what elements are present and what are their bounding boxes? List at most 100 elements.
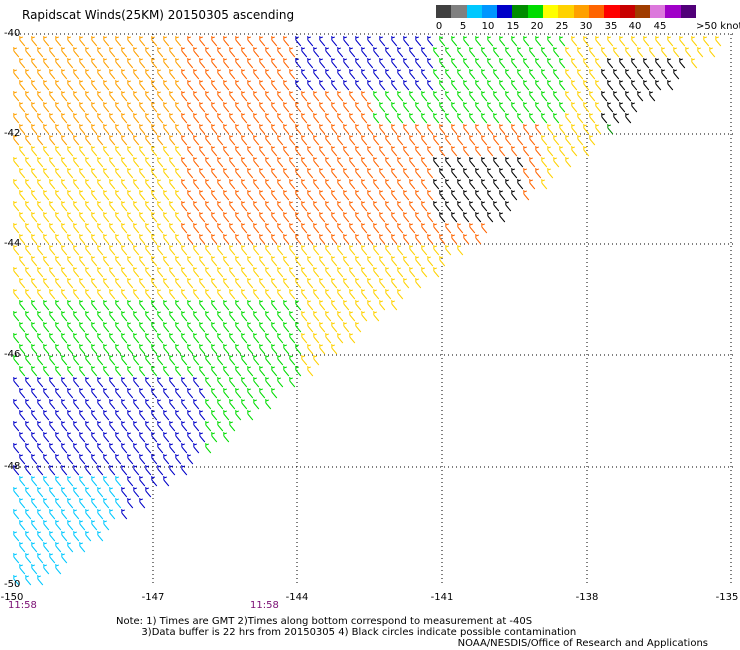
wind-barb (61, 157, 68, 168)
wind-barb (463, 102, 470, 113)
wind-barb (409, 223, 416, 234)
scale-swatch (481, 5, 498, 18)
wind-barb (463, 124, 470, 135)
wind-barb (43, 322, 50, 333)
wind-barb (79, 146, 86, 157)
wind-barb (565, 157, 572, 168)
wind-barb (91, 388, 98, 399)
wind-barb (151, 168, 158, 179)
wind-barb (247, 212, 254, 223)
wind-barb (229, 289, 236, 300)
wind-barb (331, 80, 338, 91)
wind-barb (67, 322, 74, 333)
wind-barb (295, 234, 302, 245)
wind-barb (283, 322, 290, 333)
wind-barb (121, 113, 128, 124)
wind-barb (151, 190, 158, 201)
wind-barb (409, 113, 416, 124)
wind-barb (289, 157, 296, 168)
wind-barb (13, 267, 20, 278)
wind-barb (235, 168, 242, 179)
wind-barb (79, 388, 86, 399)
wind-barb (583, 80, 590, 91)
scale-swatch (451, 5, 468, 18)
wind-barb (295, 278, 302, 289)
wind-barb (265, 333, 272, 344)
wind-barb (223, 344, 230, 355)
wind-barb (97, 465, 104, 476)
wind-barb (139, 146, 146, 157)
wind-barb (361, 47, 368, 58)
wind-barb (253, 157, 260, 168)
wind-barb (211, 322, 218, 333)
wind-barb (331, 300, 338, 311)
wind-barb (151, 366, 158, 377)
wind-barb (49, 135, 56, 146)
wind-barb (211, 234, 218, 245)
wind-barb (85, 465, 92, 476)
wind-barb (397, 245, 404, 256)
wind-barb (289, 311, 296, 322)
wind-barb (55, 212, 62, 223)
wind-barb (181, 223, 188, 234)
wind-barb (331, 322, 338, 333)
wind-barb (55, 146, 62, 157)
wind-barb (619, 58, 626, 69)
wind-barb (133, 113, 140, 124)
wind-barb (583, 124, 590, 135)
wind-barb (79, 300, 86, 311)
wind-barb (373, 201, 380, 212)
wind-barb (223, 278, 230, 289)
wind-barb (109, 443, 116, 454)
wind-barb (367, 36, 374, 47)
wind-barb (283, 80, 290, 91)
wind-barb (355, 124, 362, 135)
wind-barb (205, 443, 212, 454)
wind-barb (103, 410, 110, 421)
wind-barb (331, 190, 338, 201)
wind-barb (331, 234, 338, 245)
wind-barb (469, 91, 476, 102)
wind-barb (439, 256, 446, 267)
wind-barb (49, 355, 56, 366)
wind-barb (691, 36, 698, 47)
notes: Note: 1) Times are GMT 2)Times along bot… (116, 616, 576, 638)
wind-barb (283, 300, 290, 311)
wind-barb (259, 124, 266, 135)
wind-barb (55, 564, 62, 575)
wind-barb (217, 421, 224, 432)
wind-barb (145, 113, 152, 124)
wind-barb (229, 355, 236, 366)
wind-barb (127, 36, 134, 47)
wind-barb (475, 146, 482, 157)
wind-barb (103, 234, 110, 245)
wind-barb (589, 47, 596, 58)
wind-barb (439, 58, 446, 69)
wind-barb (373, 179, 380, 190)
wind-barb (391, 58, 398, 69)
wind-barb (169, 443, 176, 454)
wind-barb (85, 443, 92, 454)
lon-label: -147 (141, 592, 165, 603)
wind-barb (289, 91, 296, 102)
wind-barb (139, 190, 146, 201)
wind-barb (79, 432, 86, 443)
wind-barb (367, 212, 374, 223)
wind-barb (145, 355, 152, 366)
wind-barb (691, 58, 698, 69)
wind-barb (313, 201, 320, 212)
wind-barb (79, 542, 86, 553)
wind-barb (493, 157, 500, 168)
scale-swatch (680, 5, 697, 18)
wind-barb (655, 58, 662, 69)
wind-barb (499, 212, 506, 223)
wind-barb (67, 212, 74, 223)
wind-barb (337, 179, 344, 190)
wind-barb (163, 234, 170, 245)
wind-barb (127, 410, 134, 421)
wind-barb (289, 179, 296, 190)
wind-barb (85, 487, 92, 498)
wind-barb (109, 179, 116, 190)
wind-barb (463, 58, 470, 69)
wind-barb (37, 113, 44, 124)
